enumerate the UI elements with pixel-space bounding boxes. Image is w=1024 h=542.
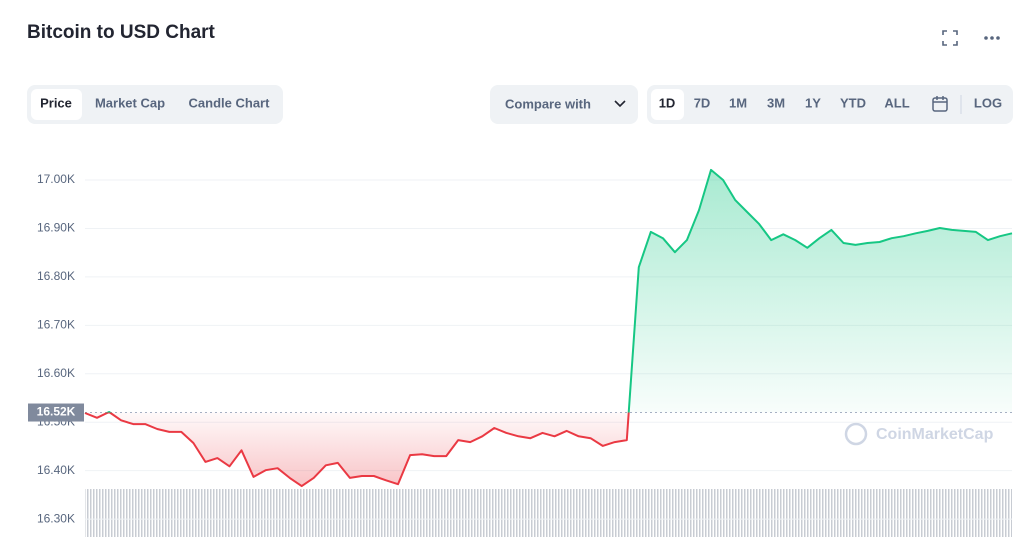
compare-label: Compare with — [505, 96, 591, 111]
more-icon[interactable] — [984, 36, 1000, 40]
range-option[interactable]: 1Y — [805, 95, 821, 110]
reference-badge — [28, 403, 84, 422]
y-tick-label: 16.30K — [37, 511, 75, 525]
range-group — [647, 85, 1013, 124]
dropdown-arrow — [614, 100, 626, 108]
range-option[interactable]: 3M — [767, 95, 785, 110]
y-tick-label: 16.70K — [37, 318, 75, 332]
watermark-text: CoinMarketCap — [876, 426, 994, 443]
y-tick-label: 16.40K — [37, 463, 75, 477]
tab-group — [27, 85, 283, 124]
fullscreen-icon[interactable] — [942, 30, 958, 46]
y-tick-label: 16.80K — [37, 269, 75, 283]
range-option[interactable]: 1M — [729, 95, 747, 110]
range-active — [651, 89, 684, 120]
log-toggle[interactable]: LOG — [974, 95, 1002, 110]
area — [85, 169, 1012, 487]
y-tick-label: 17.00K — [37, 172, 75, 186]
range-option[interactable]: YTD — [840, 95, 866, 110]
tab-active — [31, 89, 82, 120]
range-option[interactable]: ALL — [884, 95, 909, 110]
volume-bars — [85, 489, 1012, 537]
y-tick-label: 16.60K — [37, 366, 75, 380]
range-option[interactable]: 1D — [659, 95, 676, 110]
y-tick-label: 16.90K — [37, 221, 75, 235]
chart-title: Bitcoin to USD Chart — [27, 22, 216, 43]
price-line — [84, 168, 1013, 488]
watermark: CoinMarketCap — [844, 422, 994, 446]
range-option[interactable]: 7D — [694, 95, 711, 110]
tab[interactable]: Candle Chart — [189, 95, 271, 110]
calendar-icon[interactable] — [932, 96, 948, 112]
tab[interactable]: Price — [40, 95, 72, 110]
reference-label: 16.52K — [37, 405, 76, 419]
tab[interactable]: Market Cap — [95, 95, 165, 110]
compare-dropdown[interactable] — [490, 85, 638, 124]
